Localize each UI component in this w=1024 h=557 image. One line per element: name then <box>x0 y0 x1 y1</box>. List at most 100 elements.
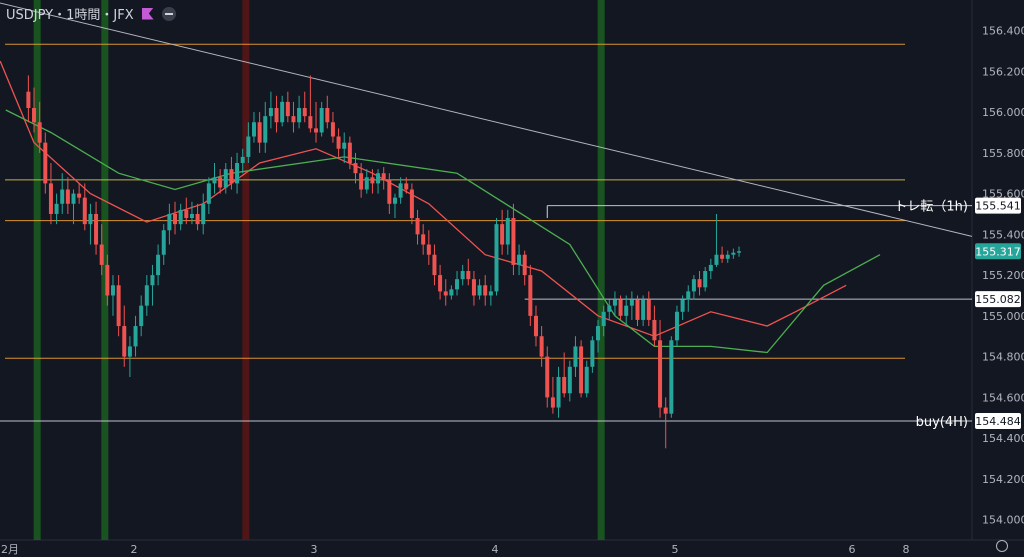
candle-body <box>156 254 161 276</box>
candle-body <box>359 173 364 190</box>
price-label-box <box>975 243 1021 260</box>
candle-body <box>573 346 578 367</box>
candle-body <box>539 336 544 357</box>
candle-body <box>697 279 702 288</box>
candle-body <box>110 285 115 296</box>
settings-gear-icon[interactable] <box>996 540 1008 552</box>
candle-body <box>32 108 37 123</box>
y-tick-label: 154.400 <box>982 432 1024 445</box>
x-tick-label: 8 <box>903 543 910 556</box>
candle-body <box>663 407 668 414</box>
candle-body <box>133 326 138 347</box>
candle-body <box>596 326 601 341</box>
candle-body <box>223 169 228 188</box>
candle-body <box>353 163 358 174</box>
candle-body <box>116 285 121 327</box>
candle-body <box>624 305 629 316</box>
candle-body <box>370 177 375 184</box>
candle-body <box>392 197 397 204</box>
y-tick-label: 156.200 <box>982 65 1024 78</box>
candle-body <box>618 299 623 316</box>
candle-body <box>280 101 285 123</box>
candle-body <box>584 366 589 394</box>
candle-body <box>206 183 211 204</box>
candle-body <box>708 264 713 272</box>
y-tick-label: 154.000 <box>982 514 1024 527</box>
price-label: 155.317 <box>975 245 1021 258</box>
candle-body <box>550 397 555 408</box>
candle-body <box>601 311 606 327</box>
candle-body <box>122 326 127 357</box>
candle-body <box>263 116 268 143</box>
price-label: 155.082 <box>975 293 1021 306</box>
candle-body <box>533 315 538 337</box>
candle-body <box>325 108 330 123</box>
candle-body <box>178 209 183 225</box>
price-label-box <box>975 291 1021 308</box>
candle-body <box>488 291 493 296</box>
candle-body <box>674 311 679 341</box>
candle-body <box>737 251 742 253</box>
candle-body <box>297 108 302 123</box>
candle-body <box>432 254 437 276</box>
minus-icon[interactable] <box>161 6 176 21</box>
candle-body <box>398 183 403 198</box>
y-tick-label: 155.800 <box>982 147 1024 160</box>
candle-body <box>60 189 65 204</box>
x-tick-label: 6 <box>849 543 856 556</box>
candle-body <box>308 116 313 129</box>
candle-body <box>330 122 335 137</box>
candle-body <box>522 254 527 276</box>
candle-body <box>82 197 87 225</box>
candle-body <box>319 108 324 133</box>
candle-body <box>88 213 93 225</box>
candle-body <box>376 173 381 184</box>
candle-body <box>449 289 454 296</box>
candle-body <box>415 218 420 235</box>
candle-body <box>680 299 685 312</box>
candle-body <box>387 179 392 204</box>
candle-body <box>590 340 595 367</box>
symbol-header[interactable]: USDJPY・1時間・JFX <box>6 4 176 23</box>
candle-body <box>652 319 657 341</box>
candle-body <box>646 299 651 320</box>
candle-body <box>347 142 352 164</box>
candle-body <box>460 271 465 280</box>
candle-body <box>268 108 273 117</box>
candle-body <box>161 230 166 255</box>
candle-body <box>184 209 189 219</box>
y-tick-label: 156.400 <box>982 25 1024 38</box>
price-label: 155.541 <box>975 200 1021 213</box>
candle-body <box>173 213 178 225</box>
candle-body <box>127 346 132 357</box>
trendline <box>0 2 973 237</box>
symbol-label: USDJPY・1時間・JFX <box>6 8 134 23</box>
candle-body <box>714 254 719 265</box>
candle-body <box>381 173 386 180</box>
candle-body <box>494 224 499 292</box>
candle-body <box>99 244 104 265</box>
candle-body <box>500 224 505 245</box>
candle-body <box>426 244 431 255</box>
candle-body <box>218 177 223 188</box>
candle-body <box>567 366 572 394</box>
candle-body <box>612 299 617 306</box>
candle-body <box>65 189 70 204</box>
candle-body <box>404 183 409 190</box>
y-tick-label: 154.600 <box>982 391 1024 404</box>
candle-body <box>150 275 155 286</box>
candle-body <box>641 299 646 320</box>
flag-icon[interactable] <box>141 7 154 20</box>
candle-body <box>274 108 279 123</box>
y-tick-label: 155.400 <box>982 228 1024 241</box>
candle-body <box>477 285 482 296</box>
candle-body <box>686 291 691 300</box>
candle-body <box>195 213 200 225</box>
candle-body <box>466 271 471 280</box>
candle-body <box>669 340 674 414</box>
candle-body <box>229 169 234 184</box>
y-tick-label: 154.800 <box>982 351 1024 364</box>
candle-body <box>139 305 144 327</box>
